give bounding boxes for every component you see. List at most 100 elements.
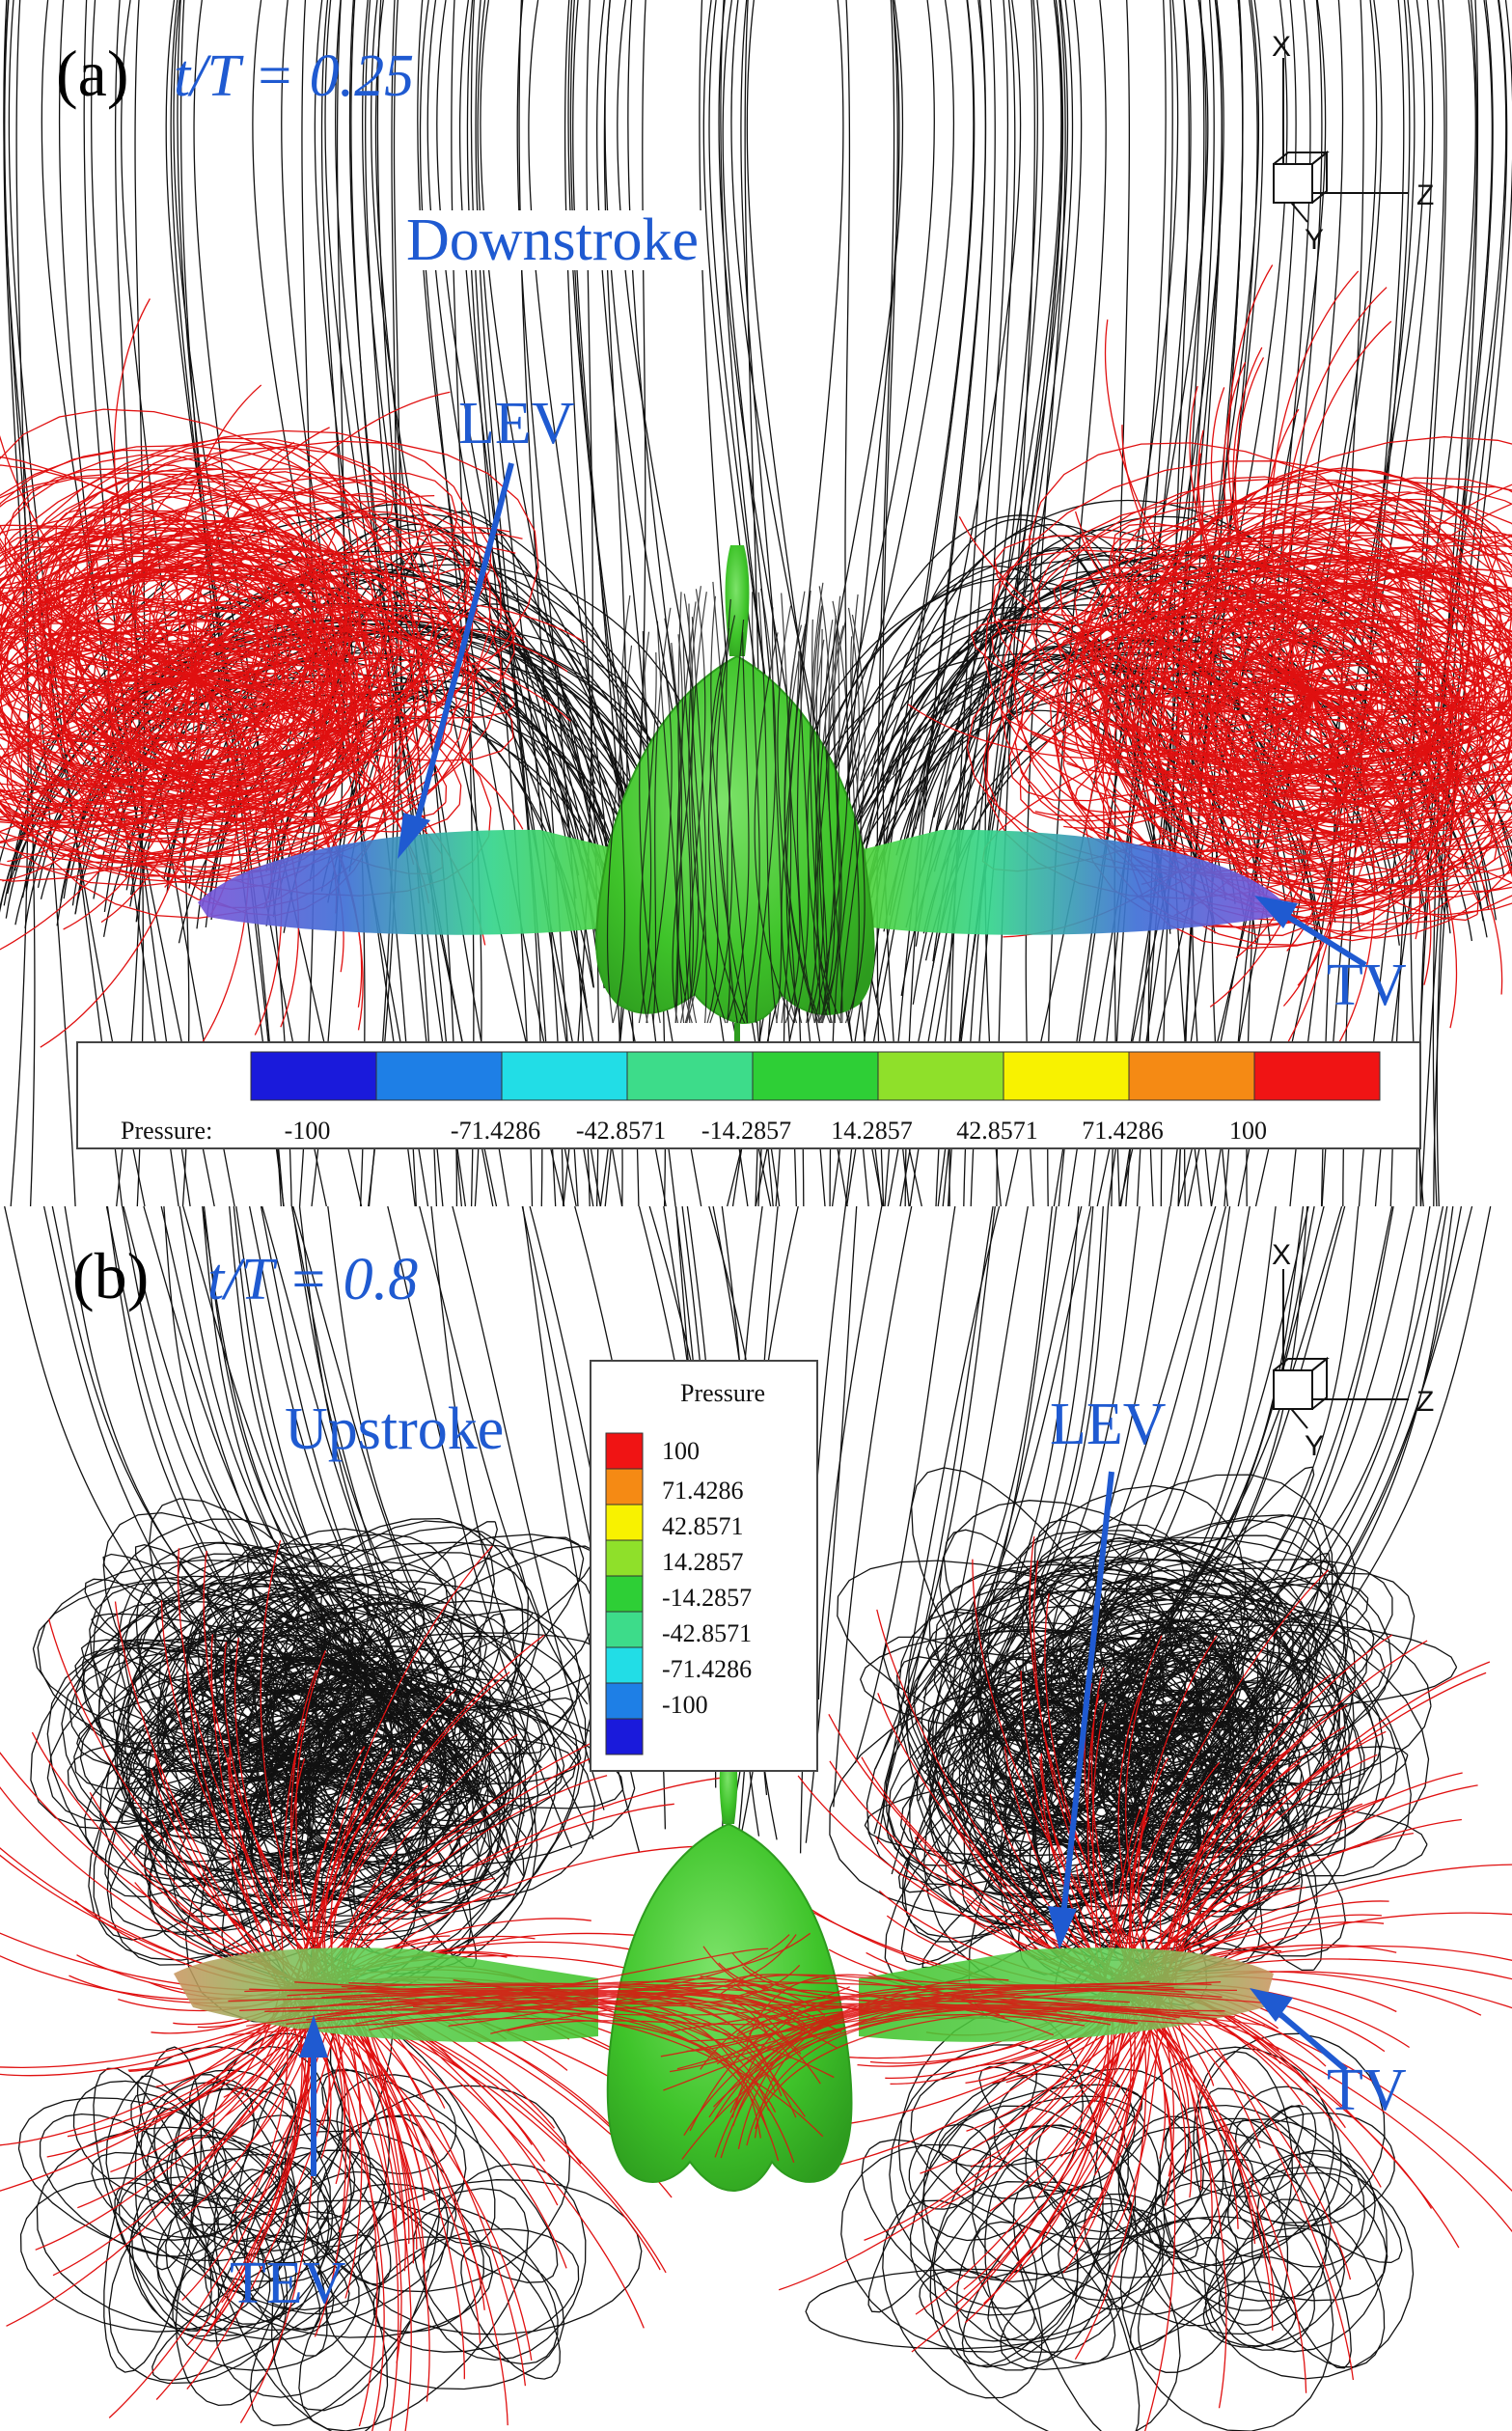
streamline [102,1553,459,1776]
streamline [321,2069,559,2283]
streamline [0,464,339,733]
streamline [286,1634,545,1989]
streamline [982,529,1512,899]
streamline [813,600,849,1024]
streamline [1062,1987,1136,2274]
streamline [290,1670,319,1989]
streamline [136,1768,453,1839]
streamline [206,1552,539,1815]
streamline [783,591,819,1024]
streamline [948,0,996,1206]
streamline [1172,0,1202,1206]
streamline [155,2224,335,2340]
streamline [30,1542,399,1831]
streamline [0,543,317,744]
streamline [1107,559,1512,832]
streamline [686,586,701,1024]
streamlines-black [4,1206,1492,2431]
streamline [1088,0,1173,1206]
streamline [1196,453,1313,696]
streamline [1227,264,1313,696]
streamline [329,2016,496,2246]
streamline [1002,694,1313,753]
streamline [958,516,1313,699]
streamline [757,592,778,1024]
legend-swatch [877,1051,1004,1101]
streamline [987,1474,1333,1823]
streamline [976,1671,1110,1808]
streamline [996,1598,1234,1774]
streamline [1161,551,1477,835]
streamline [24,483,316,835]
legend-tick-label: 71.4286 [1082,1117,1164,1145]
streamline [75,1565,425,1753]
streamline [686,1985,1164,2053]
streamline [0,587,515,719]
streamline [716,1990,1223,2065]
streamline [1103,1730,1387,1989]
streamline [1310,566,1383,696]
panel-label: (a) [56,37,129,110]
streamline [0,530,388,882]
streamline [350,0,444,1206]
streamline [876,1609,1113,1989]
streamline [320,0,366,1206]
streamline [876,1206,1001,1845]
streamline [1175,590,1512,725]
streamline [314,1987,346,2337]
left-wing [198,829,618,935]
streamline [986,1555,1352,1873]
streamline [1210,0,1383,1206]
streamline [286,1934,797,2026]
streamline [210,1545,595,1787]
streamline [939,1500,1268,1788]
streamline [192,675,364,1031]
streamline [814,628,833,1024]
time-label: t/T = 0.25 [174,43,415,109]
streamline [1014,616,1512,885]
streamline [639,651,657,1024]
streamline [861,2139,1038,2309]
streamline [1012,2185,1141,2431]
streamline [1140,1772,1463,1989]
streamline [346,1987,527,2387]
streamline [1188,560,1512,907]
streamline [155,1987,316,2400]
streamline [507,2015,825,2031]
streamline [193,1526,530,1882]
streamline [688,603,707,1024]
streamline [0,571,457,831]
legend-swatch [605,1504,644,1541]
streamline [426,0,601,1206]
streamline [419,0,482,1206]
streamline [2,675,194,882]
streamline [1320,0,1364,1206]
streamline [528,0,623,1206]
legend-swatch [605,1682,644,1720]
streamline [1053,0,1167,1206]
streamline [638,630,652,1024]
streamline [1137,616,1512,786]
streamline [984,0,1016,1206]
legend-tick-label: 100 [662,1437,700,1465]
streamline [1311,693,1487,785]
streamline [1218,2256,1315,2351]
streamline [963,1987,1168,2290]
streamline [1194,620,1512,787]
streamline [177,1548,334,1989]
streamline [192,551,449,677]
streamline [1031,1591,1430,1859]
streamline [0,675,194,801]
legend-swatch [1128,1051,1255,1101]
streamline [42,659,340,759]
streamline [337,511,586,891]
streamline [958,1693,1157,1852]
streamline [107,471,394,823]
streamline [0,429,476,769]
streamline [1311,691,1512,787]
streamline [326,1710,480,1806]
streamline [181,1987,289,2301]
streamline [1311,694,1376,1056]
streamline [1004,0,1179,1206]
phase-label: Upstroke [285,1396,505,1462]
